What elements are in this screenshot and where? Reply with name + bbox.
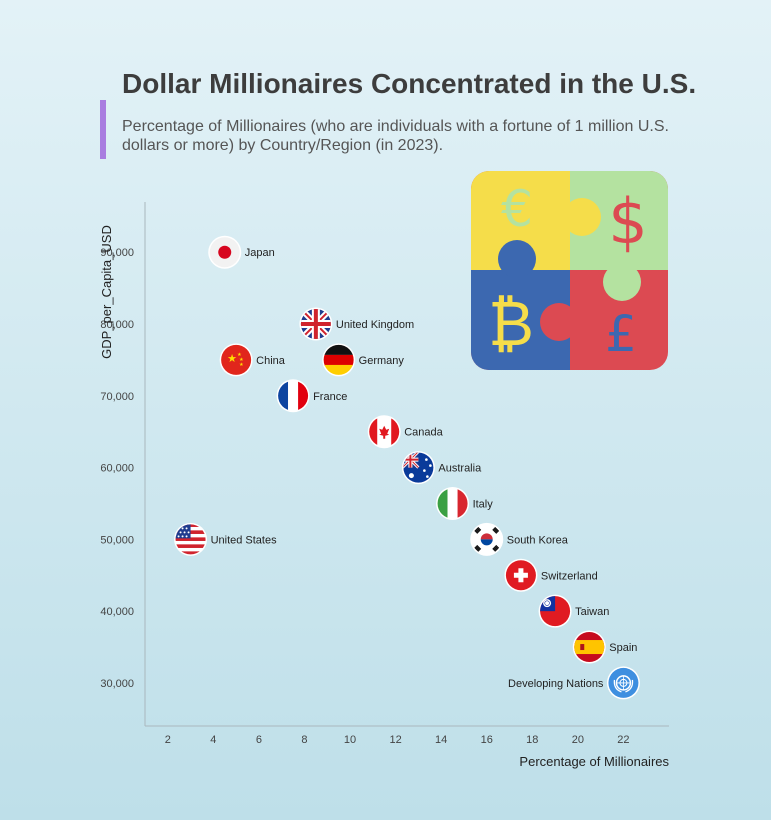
y-tick-label: 60,000 — [100, 463, 134, 475]
point-label: Switzerland — [541, 570, 598, 582]
data-point: South Korea — [470, 522, 569, 556]
data-point: United States — [174, 522, 278, 556]
data-points: Japan United Kingdom China Germany France Can… — [174, 235, 640, 700]
x-tick-label: 14 — [435, 734, 447, 746]
x-tick-label: 6 — [256, 734, 262, 746]
point-label: United States — [211, 534, 278, 546]
x-tick-label: 12 — [389, 734, 401, 746]
x-axis-label: Percentage of Millionaires — [519, 754, 669, 769]
point-label: United Kingdom — [336, 319, 414, 331]
point-label: Spain — [609, 642, 637, 654]
point-label: Germany — [359, 355, 405, 367]
y-tick-label: 40,000 — [100, 606, 134, 618]
x-tick-label: 20 — [572, 734, 584, 746]
data-point: China — [219, 343, 286, 377]
y-tick-label: 30,000 — [100, 678, 134, 690]
y-tick-label: 80,000 — [100, 319, 134, 331]
data-point: Switzerland — [504, 558, 598, 592]
x-axis-ticks: 2 4 6 8 10 12 14 16 18 20 22 — [165, 734, 630, 746]
currency-puzzle-icon: € $ ₿ £ — [471, 171, 668, 370]
svg-text:£: £ — [605, 305, 637, 363]
point-label: Taiwan — [575, 606, 609, 618]
point-label: South Korea — [507, 534, 569, 546]
y-tick-label: 90,000 — [100, 247, 134, 259]
x-tick-label: 18 — [526, 734, 538, 746]
data-point: Germany — [322, 343, 405, 377]
point-label: Developing Nations — [508, 678, 604, 690]
svg-text:₿: ₿ — [488, 287, 534, 360]
data-point: Japan — [208, 235, 275, 269]
point-label: France — [313, 391, 347, 403]
x-tick-label: 8 — [301, 734, 307, 746]
point-label: Australia — [438, 463, 482, 475]
point-label: Italy — [473, 498, 494, 510]
y-axis-ticks: 30,000 40,000 50,000 60,000 70,000 80,000 90,0… — [100, 247, 134, 690]
subtitle-accent-bar — [100, 100, 106, 159]
point-label: Canada — [404, 427, 443, 439]
x-tick-label: 10 — [344, 734, 356, 746]
data-point: Developing Nations — [508, 666, 640, 700]
data-point: Italy — [436, 486, 494, 520]
x-tick-label: 16 — [481, 734, 493, 746]
point-label: Japan — [245, 247, 275, 259]
y-tick-label: 50,000 — [100, 534, 134, 546]
y-axis-label: GDP_per_Capita_USD — [99, 225, 114, 359]
x-tick-label: 2 — [165, 734, 171, 746]
data-point: Australia — [401, 451, 482, 485]
chart-subtitle: Percentage of Millionaires (who are indi… — [122, 118, 669, 154]
x-tick-label: 4 — [210, 734, 216, 746]
x-tick-label: 22 — [617, 734, 629, 746]
y-tick-label: 70,000 — [100, 391, 134, 403]
point-label: China — [256, 355, 286, 367]
data-point: France — [276, 379, 347, 413]
data-point: United Kingdom — [299, 307, 414, 341]
chart-title: Dollar Millionaires Concentrated in the … — [122, 68, 697, 99]
data-point: Canada — [367, 415, 444, 449]
svg-text:€: € — [501, 180, 533, 238]
svg-text:$: $ — [608, 185, 647, 258]
data-point: Spain — [572, 630, 637, 664]
data-point: Taiwan — [538, 594, 609, 628]
